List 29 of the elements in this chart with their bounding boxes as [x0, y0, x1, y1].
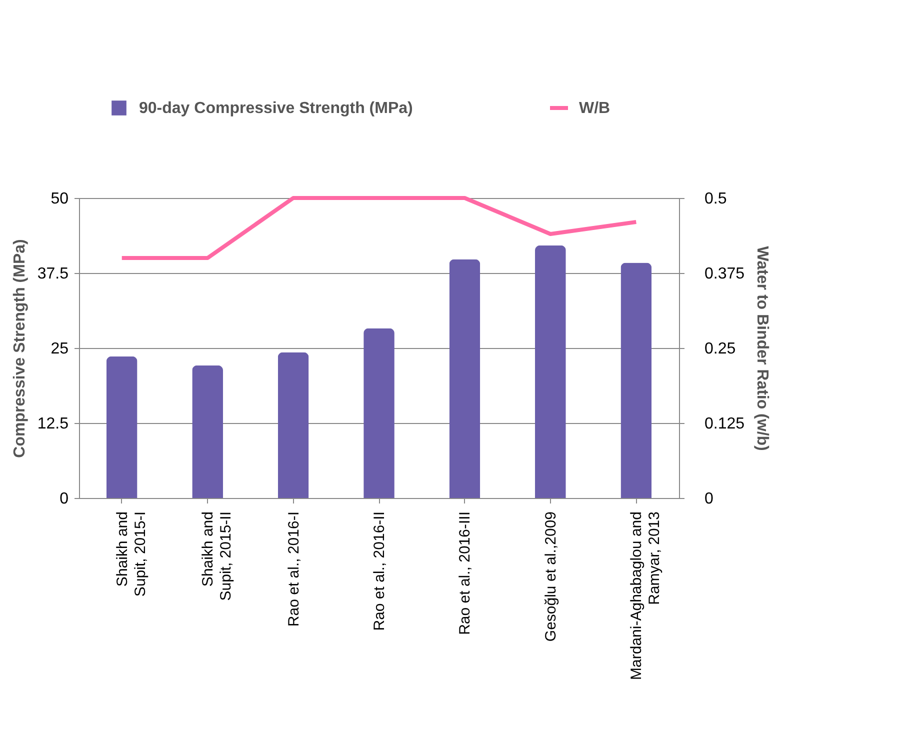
y-tick-label: 0 — [60, 490, 69, 508]
legend-label: W/B — [579, 100, 610, 117]
y-tick-label: 12.5 — [37, 416, 69, 432]
y-axis-title: Compressive Strength (MPa) — [11, 239, 28, 458]
bar — [106, 356, 138, 498]
y2-tick-label: 0 — [704, 490, 714, 508]
x-tick-label: Rao et al., 2016-II — [371, 512, 388, 631]
y-tick-label: 37.5 — [37, 266, 69, 282]
x-tick-label: Gesoğlu et al.,2009 — [542, 512, 560, 642]
y2-tick-label: 0.125 — [704, 416, 745, 432]
x-tick-label: Mardani-Aghabaglou and Ramyar, 2013 — [628, 512, 664, 680]
line-series — [120, 196, 638, 260]
x-tick-label: Shaikh and Supit, 2015-I — [114, 512, 149, 597]
bar — [192, 365, 223, 498]
bar — [535, 245, 566, 498]
y2-axis-title: Water to Binder Ratio (w/b) — [754, 246, 771, 451]
y2-tick-label: 0.25 — [704, 340, 736, 358]
y2-tick-label: 0.5 — [704, 190, 727, 208]
x-tick-label: Rao et al., 2016-I — [285, 512, 302, 627]
y-tick-label: 25 — [50, 340, 69, 358]
bar — [364, 328, 394, 498]
bar — [620, 262, 652, 498]
y-tick-label: 50 — [50, 190, 69, 208]
x-tick-label: Shaikh and Supit, 2015-II — [200, 512, 235, 601]
legend-label: 90-day Compressive Strength (MPa) — [139, 100, 413, 117]
x-tick-label: Rao et al., 2016-III — [456, 512, 474, 635]
bar — [449, 259, 480, 498]
bar — [278, 352, 309, 498]
y2-tick-label: 0.375 — [704, 266, 745, 282]
